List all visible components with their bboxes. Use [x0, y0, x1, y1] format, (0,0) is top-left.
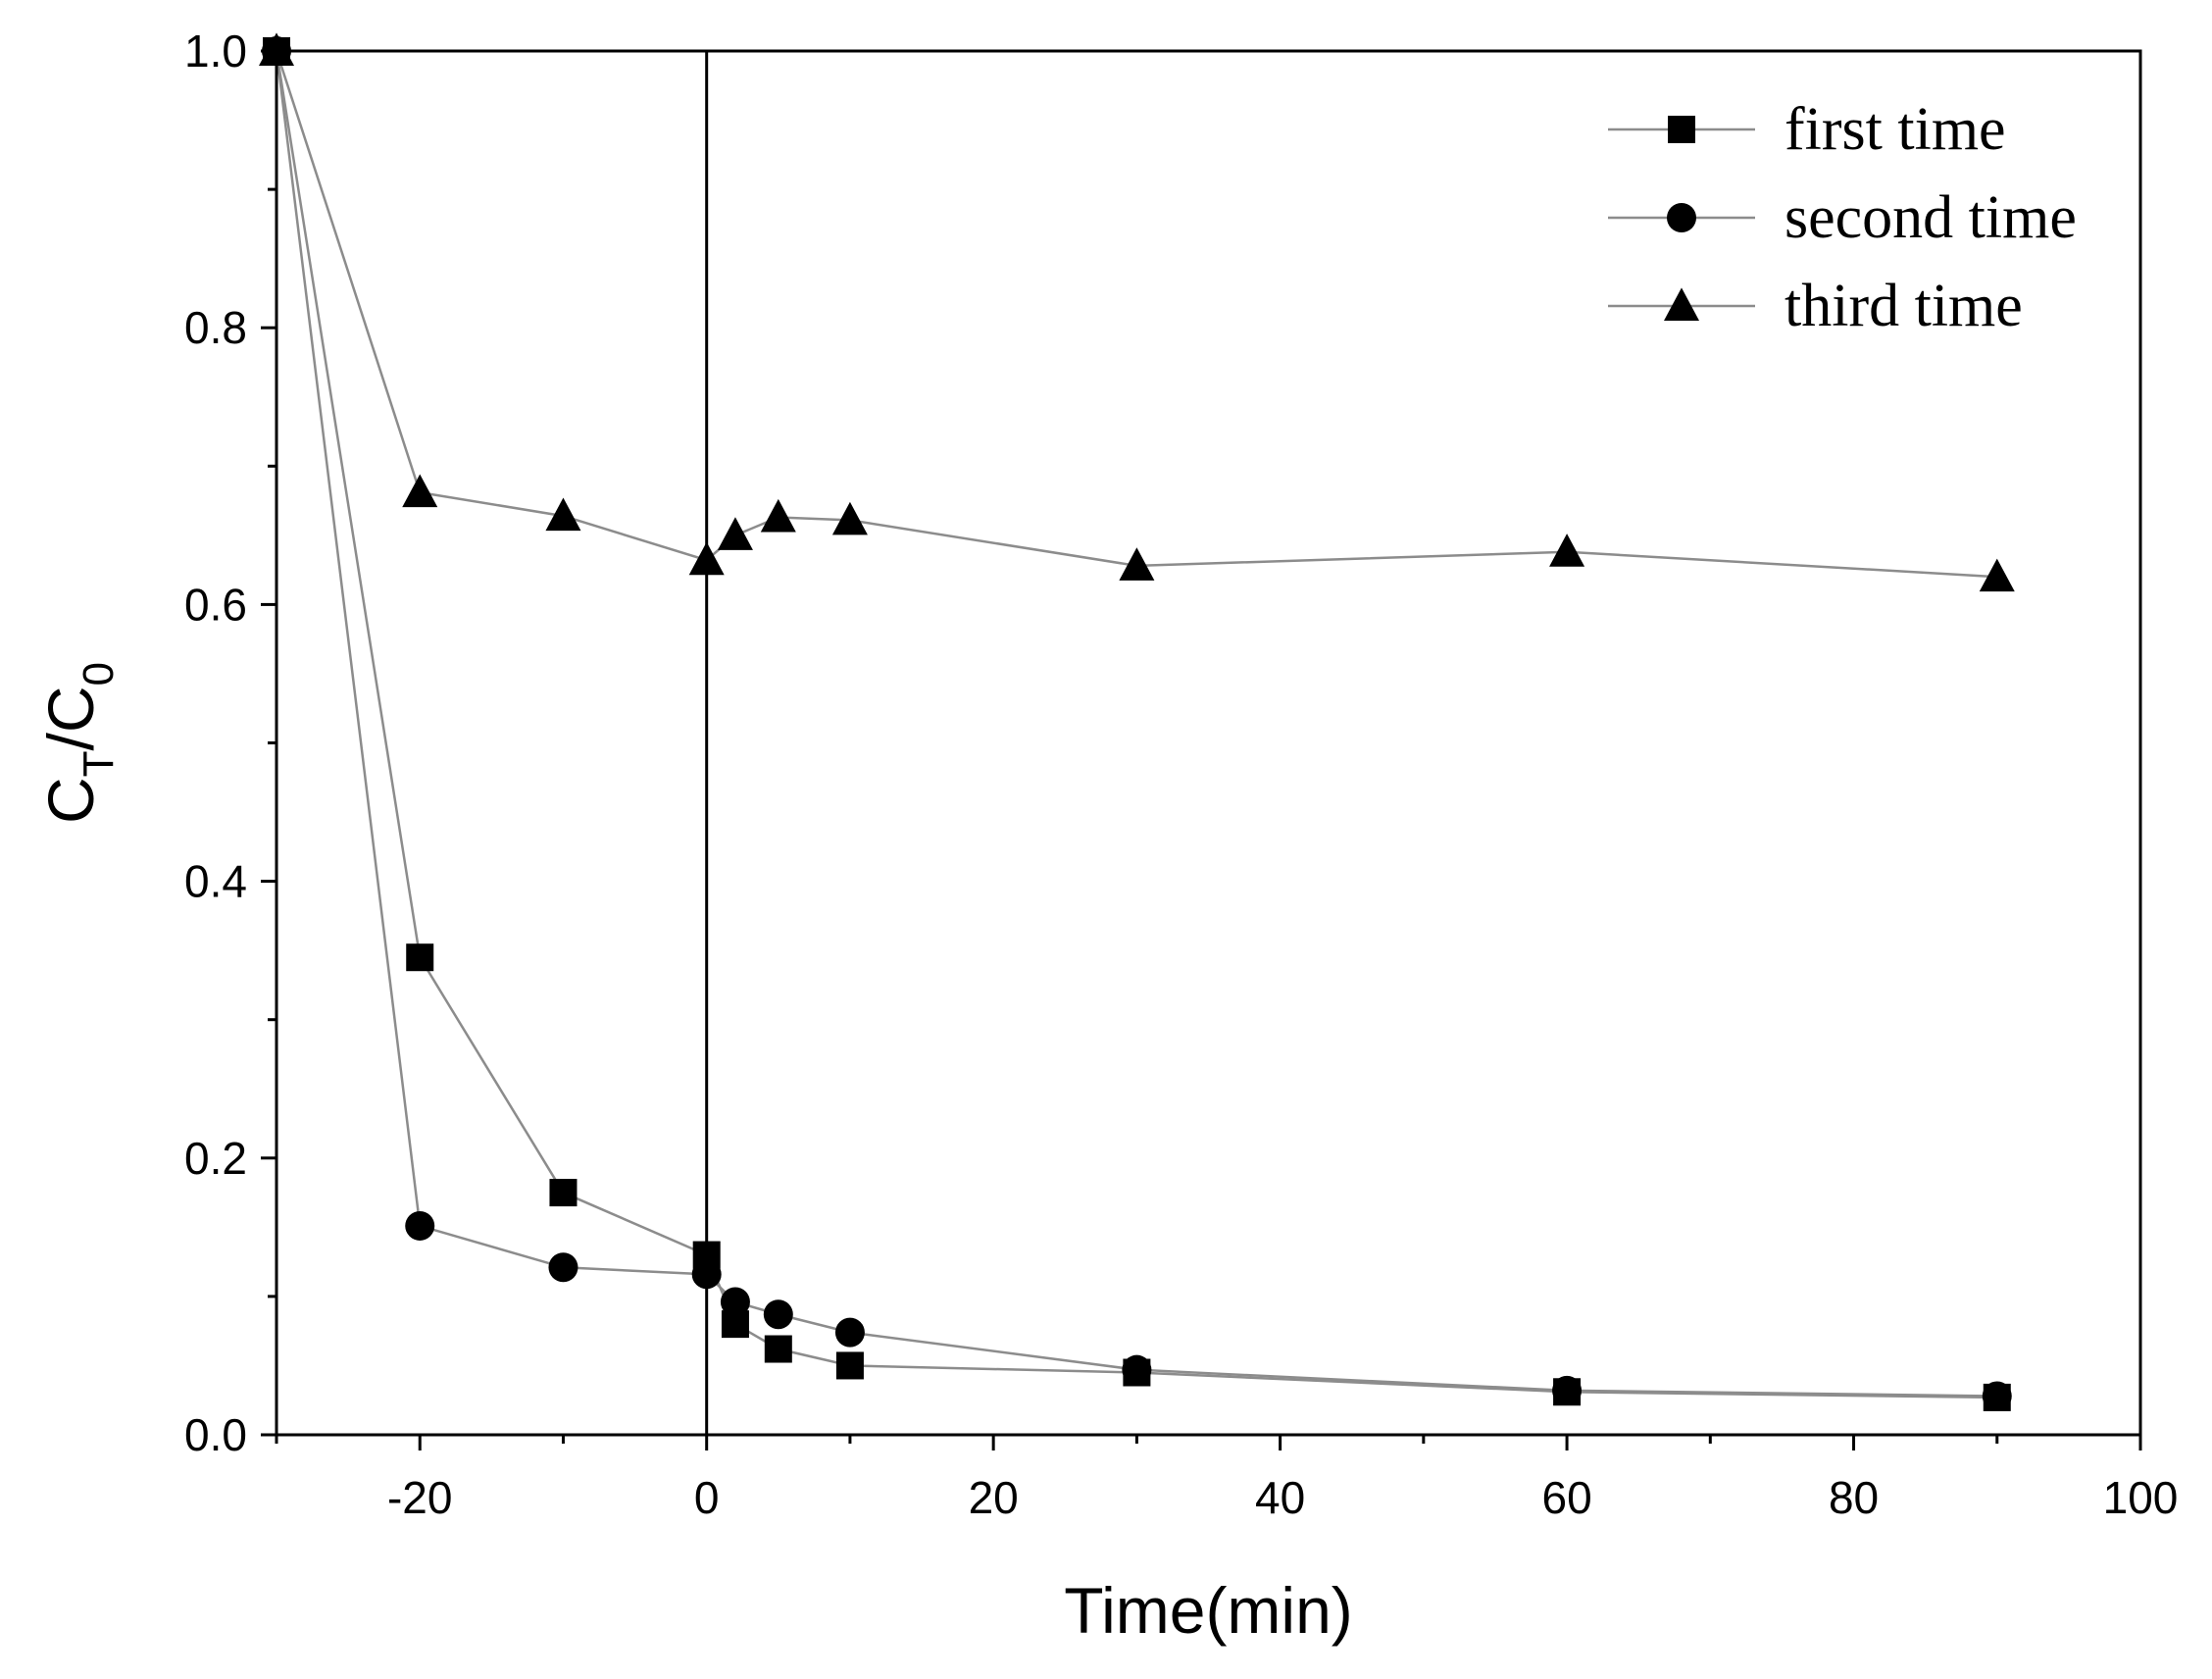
series-line-first-time	[275, 50, 1997, 1399]
y-axis-title: CT/C0	[34, 662, 123, 824]
y-title-c: C	[34, 777, 107, 824]
data-point-second-time	[720, 1287, 750, 1317]
y-tick-label: 0.4	[184, 856, 247, 907]
legend-label-third-time: third time	[1785, 273, 2023, 339]
data-point-third-time	[717, 517, 753, 550]
data-point-third-time	[545, 497, 581, 532]
data-point-third-time	[402, 474, 438, 508]
axes: -20 0 20 40 60 80 100 0.0 0.2 0.4 0.6 0.8 1.0	[184, 25, 2178, 1523]
data-point-second-time	[1982, 1381, 2012, 1411]
data-point-first-time	[764, 1335, 792, 1363]
y-tick-label: 0.6	[184, 579, 247, 630]
data-point-third-time	[1549, 534, 1585, 567]
y-title-sub-t: T	[75, 750, 123, 777]
x-tick-label: 100	[2103, 1472, 2179, 1523]
plot-area	[259, 32, 2015, 1411]
series-line-third-time	[275, 50, 1997, 579]
legend-marker-third-time	[1664, 287, 1699, 321]
data-point-second-time	[763, 1299, 793, 1330]
legend-marker-first-time	[1668, 116, 1695, 143]
x-tick-label: 80	[1829, 1472, 1879, 1523]
data-point-third-time	[760, 498, 796, 533]
y-title-sub-0: 0	[75, 662, 123, 686]
series-line-second-time	[275, 50, 1997, 1398]
data-point-second-time	[548, 1252, 578, 1283]
data-point-third-time	[1979, 558, 2015, 592]
data-point-first-time	[406, 943, 434, 972]
x-tick-label: 0	[694, 1472, 720, 1523]
y-tick-label: 0.8	[184, 302, 247, 353]
data-point-second-time	[834, 1317, 865, 1348]
y-tick-label: 1.0	[184, 25, 247, 76]
y-tick-label: 0.0	[184, 1409, 247, 1460]
data-point-third-time	[259, 32, 294, 66]
data-point-second-time	[405, 1210, 435, 1241]
data-point-third-time	[831, 501, 868, 535]
data-point-second-time	[1552, 1375, 1583, 1405]
legend-label-first-time: first time	[1785, 96, 2006, 163]
x-axis-title: Time(min)	[1064, 1574, 1353, 1647]
legend-label-second-time: second time	[1785, 184, 2077, 251]
y-title-c0: C	[34, 686, 107, 733]
data-point-third-time	[1119, 547, 1155, 581]
x-tick-label: 20	[969, 1472, 1019, 1523]
data-point-first-time	[549, 1179, 578, 1207]
plot-frame	[275, 49, 2142, 1437]
data-point-second-time	[1122, 1354, 1152, 1385]
legend: first time second time third time	[1608, 96, 2077, 339]
y-title-slash: /	[34, 732, 107, 750]
y-tick-label: 0.2	[184, 1133, 247, 1184]
data-point-first-time	[835, 1351, 864, 1380]
legend-marker-second-time	[1667, 203, 1696, 232]
x-tick-label: -20	[387, 1472, 452, 1523]
x-tick-label: 60	[1541, 1472, 1591, 1523]
x-tick-label: 40	[1255, 1472, 1305, 1523]
